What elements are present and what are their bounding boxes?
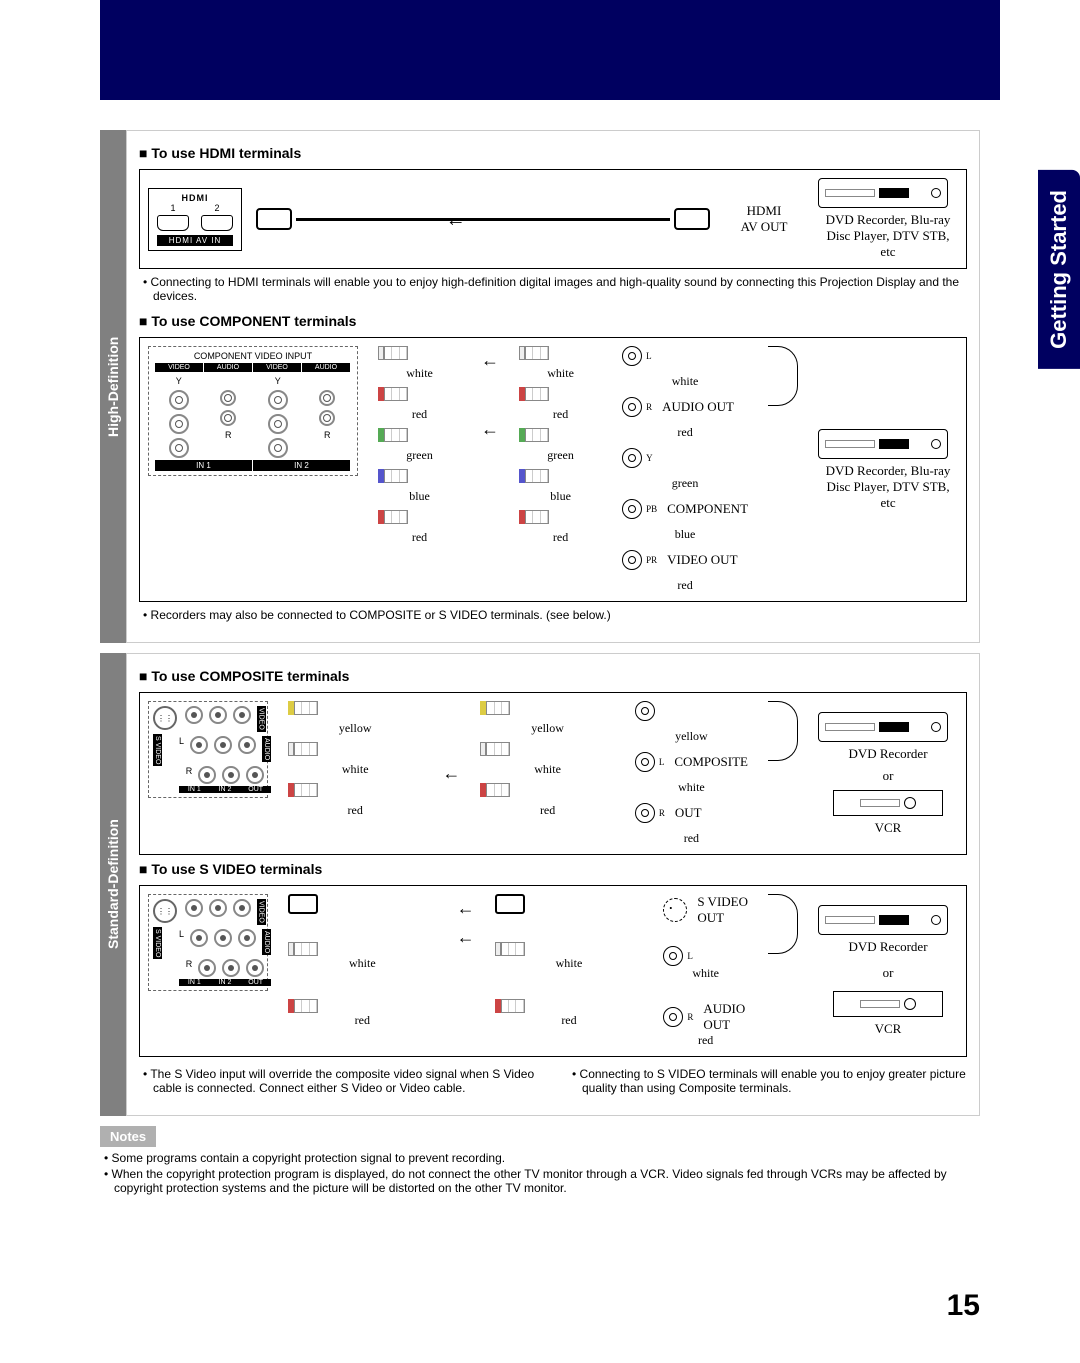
- curve-connector-icon: [768, 701, 798, 761]
- svideo-connector-icon: [288, 894, 318, 914]
- hdmi-source-device: DVD Recorder, Blu-ray Disc Player, DTV S…: [818, 178, 958, 260]
- composite-heading: To use COMPOSITE terminals: [139, 668, 967, 684]
- recorder-icon: [818, 178, 948, 208]
- svideo-note-2: Connecting to S VIDEO terminals will ena…: [582, 1067, 967, 1095]
- jack-PB-icon: [622, 499, 642, 519]
- sd-body: To use COMPOSITE terminals ⋮⋮ S VIDEO VI…: [126, 653, 980, 1116]
- hdmi-note: Connecting to HDMI terminals will enable…: [153, 275, 967, 303]
- hdmi-diagram: HDMI 1 2 HDMI AV IN ←: [139, 169, 967, 269]
- hd-body: To use HDMI terminals HDMI 1 2 HDMI AV I…: [126, 130, 980, 643]
- footer-notes: Notes Some programs contain a copyright …: [100, 1126, 980, 1195]
- component-strip: VIDEOAUDIOVIDEOAUDIO: [155, 363, 351, 372]
- footer-note-1: Some programs contain a copyright protec…: [114, 1151, 980, 1165]
- hdmi-port-2: [201, 215, 233, 231]
- arrow-left-icon: ←: [442, 763, 460, 784]
- component-source-device: DVD Recorder, Blu-ray Disc Player, DTV S…: [818, 429, 958, 511]
- sd-label: Standard-Definition: [100, 653, 126, 1116]
- hdmi-port-strip: HDMI AV IN: [157, 235, 233, 246]
- svideo-out-jack-icon: [663, 898, 687, 922]
- hd-label: High-Definition: [100, 130, 126, 643]
- hdmi-heading: To use HDMI terminals: [139, 145, 967, 161]
- vcr-icon: [833, 991, 943, 1017]
- curve-connector-icon: [768, 346, 798, 406]
- page-root: Getting Started High-Definition To use H…: [0, 0, 1080, 1363]
- component-cables-left: white red green blue red: [378, 346, 461, 545]
- svideo-source-device: DVD Recorder or VCR: [818, 905, 958, 1037]
- hdmi-tv-panel: HDMI 1 2 HDMI AV IN: [148, 188, 242, 251]
- high-definition-block: High-Definition To use HDMI terminals HD…: [100, 130, 980, 643]
- jack-Y-icon: [622, 448, 642, 468]
- standard-definition-block: Standard-Definition To use COMPOSITE ter…: [100, 653, 980, 1116]
- svideo-jack-icon: ⋮⋮: [153, 899, 177, 923]
- hdmi-cable: ←: [256, 208, 710, 230]
- component-tv-panel: COMPONENT VIDEO INPUT VIDEOAUDIOVIDEOAUD…: [148, 346, 358, 476]
- svideo-heading: To use S VIDEO terminals: [139, 861, 967, 877]
- jack-y1-icon: [169, 390, 189, 410]
- main-content: High-Definition To use HDMI terminals HD…: [100, 130, 980, 1116]
- vcr-icon: [833, 790, 943, 816]
- hdmi-logo-icon: HDMI: [157, 193, 233, 203]
- svideo-connector-icon: [495, 894, 525, 914]
- svideo-jack-icon: ⋮⋮: [153, 706, 177, 730]
- hdmi-avout-label: HDMI AV OUT: [724, 203, 804, 235]
- composite-tv-panel: ⋮⋮ S VIDEO VIDEO LAUDIO R IN 1IN 2OUT: [148, 701, 268, 798]
- hdmi-port-1: [157, 215, 189, 231]
- component-out-panel: L white RAUDIO OUT red Y green PBCOMPONE…: [622, 346, 748, 593]
- svideo-note-1: The S Video input will override the comp…: [153, 1067, 538, 1095]
- jack-pb1-icon: [169, 414, 189, 434]
- composite-diagram: ⋮⋮ S VIDEO VIDEO LAUDIO R IN 1IN 2OUT: [139, 692, 967, 855]
- jack-PR-icon: [622, 550, 642, 570]
- footer-note-2: When the copyright protection program is…: [114, 1167, 980, 1195]
- composite-source-device: DVD Recorder or VCR: [818, 712, 958, 836]
- jack-y2-icon: [268, 390, 288, 410]
- header-band: [100, 0, 1000, 100]
- component-note: Recorders may also be connected to COMPO…: [153, 608, 967, 622]
- hdmi-connector-left-icon: [256, 208, 292, 230]
- page-number: 15: [947, 1289, 980, 1323]
- recorder-icon: [818, 429, 948, 459]
- arrow-left-icon: ←: [446, 209, 466, 232]
- av-jack-icon: [185, 706, 203, 724]
- jack-R-icon: [622, 397, 642, 417]
- hdmi-connector-right-icon: [674, 208, 710, 230]
- notes-heading: Notes: [100, 1126, 156, 1147]
- recorder-icon: [818, 905, 948, 935]
- arrow-left-icon: ←: [481, 419, 499, 440]
- arrow-left-icon: ←: [457, 898, 475, 919]
- curve-connector-icon: [768, 894, 798, 954]
- chapter-tab: Getting Started: [1038, 170, 1080, 369]
- svideo-diagram: ⋮⋮ S VIDEO VIDEO LAUDIO R IN 1IN 2OUT: [139, 885, 967, 1057]
- arrow-left-icon: ←: [481, 350, 499, 371]
- svideo-tv-panel: ⋮⋮ S VIDEO VIDEO LAUDIO R IN 1IN 2OUT: [148, 894, 268, 991]
- component-cables-right: white red green blue red: [519, 346, 602, 545]
- jack-pr1-icon: [169, 438, 189, 458]
- recorder-icon: [818, 712, 948, 742]
- svideo-notes-row: The S Video input will override the comp…: [139, 1063, 967, 1105]
- component-heading: To use COMPONENT terminals: [139, 313, 967, 329]
- component-diagram: COMPONENT VIDEO INPUT VIDEOAUDIOVIDEOAUD…: [139, 337, 967, 602]
- jack-L-icon: [622, 346, 642, 366]
- arrow-left-icon: ←: [457, 927, 475, 948]
